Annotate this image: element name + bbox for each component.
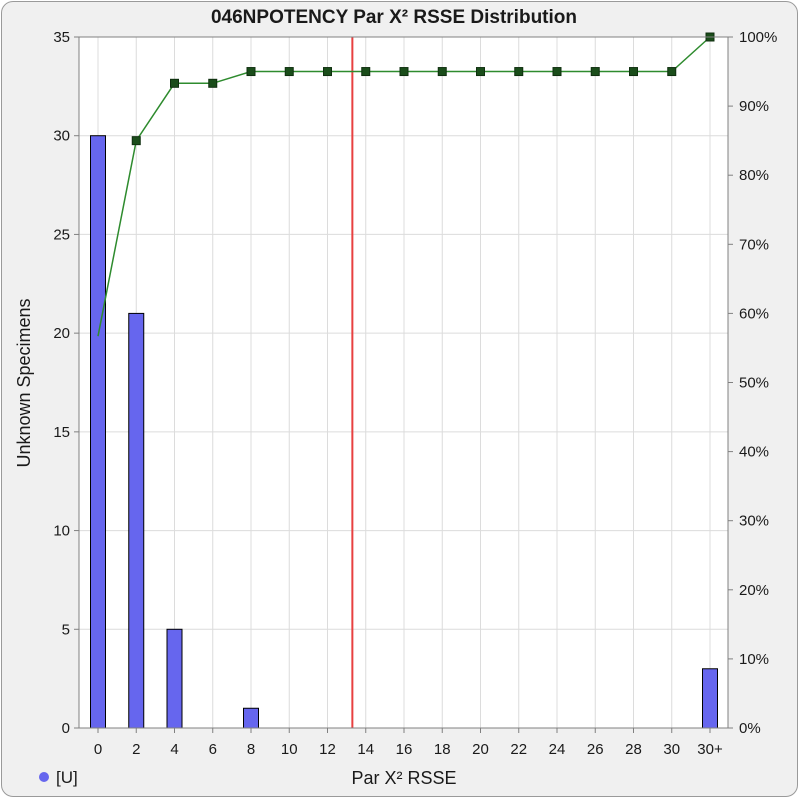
x-axis-ticks: 0 2 4 6 8 10 12 14 16 18 20 22 24 26 28 30 30+ (94, 728, 723, 758)
left-axis-ticks: 0 5 10 15 20 25 30 35 (53, 29, 79, 737)
right-axis-ticks: 0% 10% 20% 30% 40% 50% 60% 70% 80% 90% 100% (728, 29, 777, 737)
y-tick-label: 5 (62, 621, 70, 638)
x-tick-label: 30+ (697, 741, 723, 758)
bar (243, 707, 259, 729)
x-tick-label: 4 (170, 741, 178, 758)
y2-tick-label: 10% (739, 651, 769, 668)
x-tick-label: 26 (587, 741, 604, 758)
line-marker (514, 67, 524, 77)
x-tick-label: 2 (132, 741, 140, 758)
x-tick-label: 18 (434, 741, 451, 758)
x-tick-label: 12 (319, 741, 336, 758)
legend[interactable]: [U] (39, 768, 78, 787)
y-axis-title: Unknown Specimens (14, 298, 34, 467)
y2-tick-label: 70% (739, 236, 769, 253)
y-tick-label: 0 (62, 720, 70, 737)
y-tick-label: 10 (53, 523, 70, 540)
line-marker (667, 67, 677, 77)
legend-swatch-icon (39, 772, 49, 782)
x-tick-label: 0 (94, 741, 102, 758)
line-marker (361, 67, 371, 77)
line-marker (552, 67, 562, 77)
y2-tick-label: 40% (739, 444, 769, 461)
y-tick-label: 35 (53, 29, 70, 46)
line-marker (323, 67, 332, 77)
legend-label: [U] (56, 768, 78, 787)
x-tick-label: 10 (281, 741, 298, 758)
y2-tick-label: 50% (739, 375, 769, 392)
x-tick-label: 8 (247, 741, 255, 758)
y-tick-label: 30 (53, 128, 70, 145)
line-marker (629, 67, 638, 77)
x-tick-label: 30 (663, 741, 680, 758)
y2-tick-label: 90% (739, 98, 769, 115)
x-tick-label: 22 (510, 741, 527, 758)
bar (702, 668, 718, 729)
grid-lines (79, 36, 728, 729)
bar (128, 312, 145, 729)
chart-title: 046NPOTENCY Par X² RSSE Distribution (211, 7, 577, 28)
line-marker (246, 67, 256, 77)
bar-series (90, 135, 718, 729)
y2-tick-label: 0% (739, 720, 761, 737)
y-tick-label: 25 (53, 226, 70, 243)
y2-tick-label: 30% (739, 513, 769, 530)
y-tick-label: 20 (53, 325, 70, 342)
bar (90, 135, 106, 729)
line-marker (399, 67, 409, 77)
x-tick-label: 14 (357, 741, 374, 758)
line-marker (131, 136, 141, 146)
x-tick-label: 28 (625, 741, 642, 758)
bar (166, 628, 183, 729)
line-marker (590, 67, 600, 77)
x-tick-label: 24 (549, 741, 566, 758)
line-marker (437, 67, 447, 77)
line-marker (476, 67, 485, 77)
y-tick-label: 15 (53, 424, 70, 441)
y2-tick-label: 20% (739, 582, 769, 599)
x-tick-label: 20 (472, 741, 489, 758)
line-marker (284, 67, 294, 77)
line-marker (208, 78, 218, 88)
x-axis-title: Par X² RSSE (351, 768, 456, 788)
y2-tick-label: 60% (739, 305, 769, 322)
y2-tick-label: 80% (739, 167, 769, 184)
x-tick-label: 6 (209, 741, 217, 758)
x-tick-label: 16 (396, 741, 413, 758)
y2-tick-label: 100% (739, 29, 777, 46)
line-marker (170, 78, 179, 88)
